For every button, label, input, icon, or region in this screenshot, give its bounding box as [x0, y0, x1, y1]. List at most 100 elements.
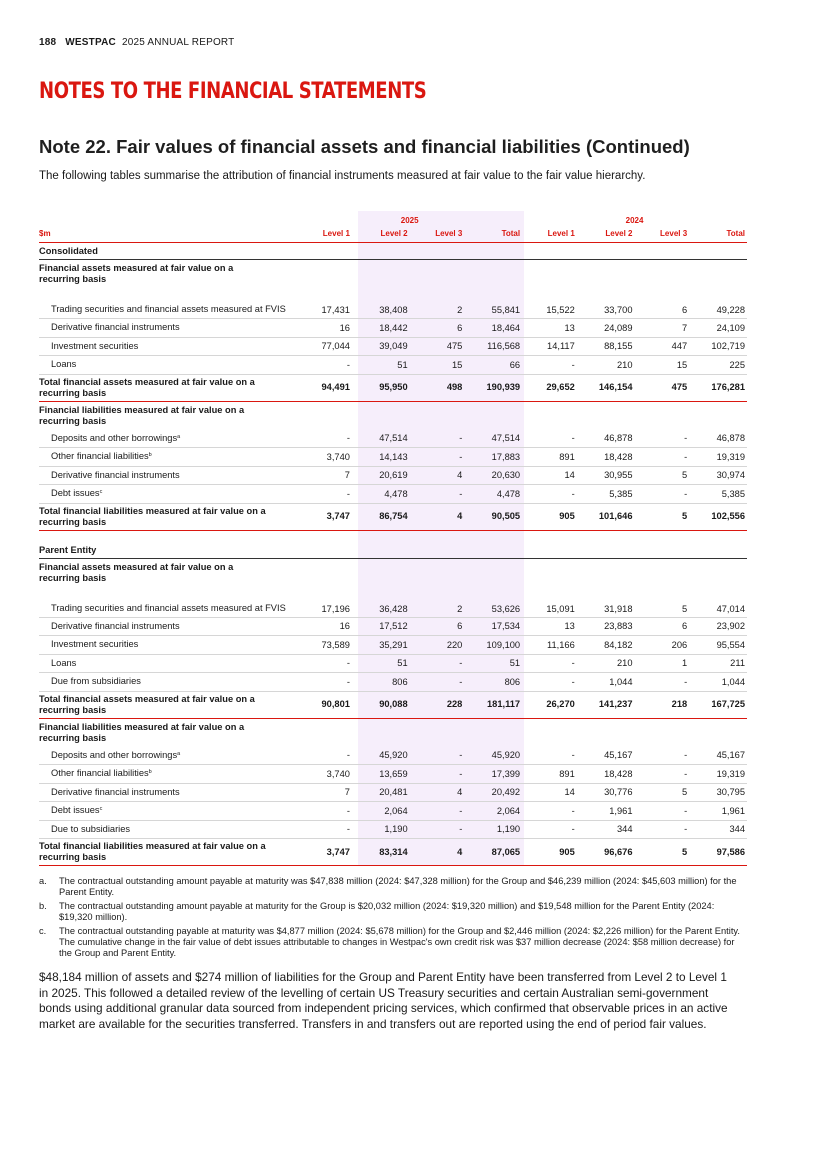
table-cell-value: - — [297, 654, 352, 673]
table-row: Derivative financial instruments 16 17,512… — [39, 617, 747, 636]
table-cell-value: 14 — [522, 466, 577, 485]
table-cell-value: - — [634, 746, 690, 765]
table-cell-value: - — [522, 820, 577, 839]
row-label: Due from subsidiaries — [39, 672, 298, 692]
table-cell-value: 17,512 — [351, 617, 410, 636]
brand-name: WESTPAC — [65, 37, 116, 48]
table-cell-value: 3,740 — [297, 764, 352, 784]
table-cell-value: 11,166 — [522, 635, 577, 655]
table-cell-value: 167,725 — [689, 690, 747, 719]
table-cell-value: 3,747 — [297, 502, 352, 531]
table-cell-value: 30,795 — [689, 783, 747, 802]
table-cell-value: - — [409, 672, 465, 692]
footnote-text: The contractual outstanding amount payab… — [59, 876, 737, 897]
entity-label: Parent Entity — [39, 541, 298, 559]
table-cell-value: 5 — [634, 466, 690, 485]
table-cell-value: 2 — [409, 586, 465, 618]
table-cell-value: - — [634, 429, 690, 448]
table-cell-value: 53,626 — [464, 586, 523, 618]
table-cell-value: 5 — [634, 838, 690, 866]
table-cell-value: - — [297, 820, 352, 839]
total-label: Total financial assets measured at fair … — [39, 373, 298, 402]
unit-label: $m — [39, 225, 298, 243]
row-label-text: Derivative financial instruments — [51, 620, 180, 631]
footnote-marker: c. — [39, 926, 47, 936]
total-label: Total financial liabilities measured at … — [39, 502, 298, 531]
table-row: Derivative financial instruments 16 18,442… — [39, 318, 747, 338]
row-label: Deposits and other borrowingsa — [39, 429, 298, 448]
total-row: Total financial assets measured at fair … — [39, 690, 747, 719]
table-cell-value: - — [522, 484, 577, 504]
table-cell-value: 38,408 — [351, 288, 410, 319]
table-cell-value: 7 — [634, 318, 690, 338]
row-label-text: Investment securities — [51, 340, 139, 351]
table-cell-value: - — [297, 484, 352, 504]
table-cell-value: 101,646 — [576, 502, 635, 531]
row-label: Derivative financial instruments — [39, 466, 298, 485]
section-title: NOTES TO THE FINANCIAL STATEMENTS — [39, 79, 427, 104]
table-cell-value: 1,190 — [464, 820, 523, 839]
col-header: Total — [689, 225, 747, 243]
table-cell-value: 891 — [522, 764, 577, 784]
table-cell-value: 4 — [409, 783, 465, 802]
table-cell-value: 14,143 — [351, 447, 410, 467]
row-label-text: Due to subsidiaries — [51, 823, 131, 834]
year-2025-label: 2025 — [400, 216, 419, 225]
table-cell-value: 344 — [689, 820, 747, 839]
row-label-text: Other financial liabilities — [51, 768, 149, 779]
table-row: Deposits and other borrowingsa -47,514-47… — [39, 429, 747, 448]
table-cell-value: - — [634, 764, 690, 784]
table-cell-value: 16 — [297, 617, 352, 636]
col-header: Level 3 — [409, 225, 465, 243]
table-cell-value: - — [409, 820, 465, 839]
table-cell-value: 6 — [634, 617, 690, 636]
table-cell-value: 46,878 — [576, 429, 635, 448]
table-cell-value: - — [409, 654, 465, 673]
table-cell-value: 45,920 — [464, 746, 523, 765]
row-label-text: Debt issues — [51, 488, 100, 499]
table-cell-value: 210 — [576, 355, 635, 375]
footnote-marker: b. — [39, 901, 47, 911]
table-cell-value: 88,155 — [576, 337, 635, 356]
footnote-marker: a. — [39, 876, 47, 886]
table-cell-value: - — [409, 746, 465, 765]
row-label-text: Loans — [51, 657, 77, 668]
page-number: 188 — [39, 37, 57, 48]
table-cell-value: 66 — [464, 355, 523, 375]
table-row: Loans -51 15 66-210 15 225 — [39, 355, 747, 375]
table-row: Derivative financial instruments 7 20,481 4… — [39, 783, 747, 802]
table-cell-value: 146,154 — [576, 373, 635, 402]
table-cell-value: - — [522, 746, 577, 765]
table-cell-value: 190,939 — [464, 373, 523, 402]
total-label: Total financial liabilities measured at … — [39, 838, 298, 866]
table-cell-value: 30,955 — [576, 466, 635, 485]
table-cell-value: 94,491 — [297, 373, 352, 402]
footnote-marker: a — [177, 433, 181, 440]
table-cell-value: 3,740 — [297, 447, 352, 467]
table-cell-value: 13 — [522, 318, 577, 338]
table-cell-value: 475 — [409, 337, 465, 356]
table-cell-value: 116,568 — [464, 337, 523, 356]
table-cell-value: 35,291 — [351, 635, 410, 655]
table-row: Other financial liabilitiesb 3,740 14,143-… — [39, 447, 747, 467]
table-cell-value: 4 — [409, 502, 465, 531]
table-cell-value: - — [297, 746, 352, 765]
table-cell-value: 55,841 — [464, 288, 523, 319]
table-row: Trading securities and financial assets … — [39, 288, 747, 319]
table-cell-value: 13 — [522, 617, 577, 636]
table-row: Deposits and other borrowingsa -45,920-45… — [39, 746, 747, 765]
table-cell-value: 102,719 — [689, 337, 747, 356]
row-label: Investment securities — [39, 635, 298, 655]
table-cell-value: 905 — [522, 502, 577, 531]
table-cell-value: - — [409, 429, 465, 448]
table-row: Trading securities and financial assets … — [39, 586, 747, 618]
table-cell-value: 15 — [409, 355, 465, 375]
table-cell-value: 4 — [409, 838, 465, 866]
table-cell-value: 19,319 — [689, 447, 747, 467]
table-cell-value: 7 — [297, 466, 352, 485]
table-cell-value: 102,556 — [689, 502, 747, 531]
table-cell-value: 46,878 — [689, 429, 747, 448]
table-cell-value: 206 — [634, 635, 690, 655]
table-row: Investment securities 77,044 39,049 475 116,… — [39, 337, 747, 356]
table-cell-value: 18,464 — [464, 318, 523, 338]
